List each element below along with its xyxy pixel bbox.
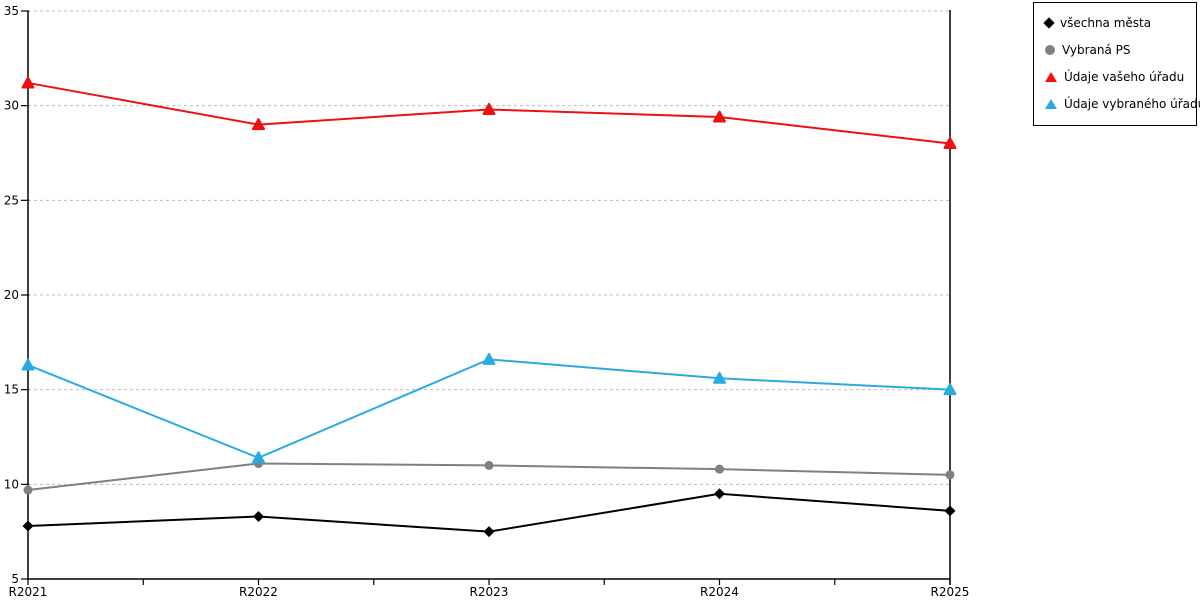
legend-item: Vybraná PS: [1045, 36, 1192, 63]
data-point: [713, 371, 726, 384]
data-point: [21, 358, 35, 371]
legend-label: Údaje vašeho úřadu: [1064, 69, 1185, 84]
data-point: [944, 505, 956, 517]
y-tick-label: 35: [4, 4, 19, 18]
circle-marker-icon: [1045, 44, 1055, 55]
x-tick-label: R2021: [9, 585, 48, 599]
legend-item: všechna města: [1043, 9, 1192, 36]
data-point: [943, 383, 957, 396]
legend-label: Vybraná PS: [1062, 42, 1131, 57]
x-tick-label: R2024: [700, 585, 739, 599]
data-point: [253, 511, 264, 523]
data-point: [22, 520, 34, 532]
data-point: [252, 451, 265, 464]
data-point: [715, 464, 724, 474]
data-point: [23, 485, 33, 495]
data-point: [482, 102, 496, 115]
triangle-marker-icon: [1045, 71, 1057, 82]
data-point: [713, 110, 726, 123]
data-point: [482, 352, 496, 365]
y-tick-label: 10: [4, 477, 19, 491]
legend-label: Údaje vybraného úřadu: [1064, 96, 1200, 111]
y-tick-label: 25: [4, 193, 19, 207]
series-line: [27, 358, 951, 459]
diamond-marker-icon: [1043, 16, 1055, 29]
data-point: [484, 460, 494, 470]
y-tick-label: 5: [11, 572, 19, 586]
data-point: [252, 118, 265, 131]
y-tick-label: 15: [4, 383, 19, 397]
y-tick-label: 30: [4, 99, 19, 113]
y-tick-label: 20: [4, 288, 19, 302]
data-point: [945, 470, 955, 480]
legend-label: všechna města: [1060, 15, 1152, 30]
x-tick-label: R2023: [470, 585, 509, 599]
data-point: [943, 137, 957, 150]
data-point: [483, 526, 495, 538]
triangle-marker-icon: [1045, 98, 1057, 109]
data-point: [21, 76, 35, 89]
data-point: [714, 488, 725, 500]
series-line: [27, 492, 951, 533]
legend-item: Údaje vybraného úřadu: [1045, 90, 1200, 117]
x-tick-label: R2022: [239, 585, 278, 599]
legend-item: Údaje vašeho úřadu: [1045, 63, 1192, 90]
x-tick-label: R2025: [931, 585, 970, 599]
legend: všechna města Vybraná PS Údaje vašeho úř…: [1033, 2, 1200, 126]
